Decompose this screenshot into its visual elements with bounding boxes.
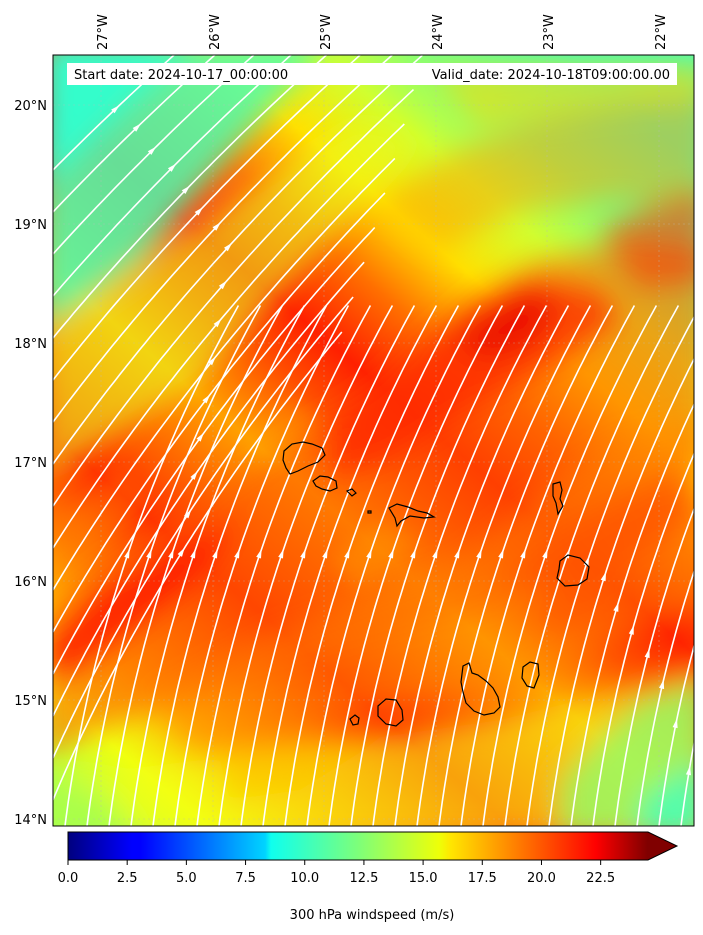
lat-label: 18°N <box>14 337 47 352</box>
streamline-arrow <box>146 548 152 559</box>
streamline-arrow <box>111 105 120 114</box>
longitude-labels: 27°W 26°W 25°W 24°W 23°W 22°W <box>96 14 669 50</box>
streamlines <box>53 55 694 826</box>
streamline-arrow <box>256 548 262 559</box>
coastlines <box>282 441 590 727</box>
colorbar-tick-label: 20.0 <box>527 871 556 886</box>
streamline-arrow <box>132 123 142 132</box>
streamline-arrow <box>190 470 198 480</box>
lat-label: 15°N <box>14 694 47 709</box>
streamline-arrow <box>659 679 665 690</box>
streamline-arrow <box>672 718 678 729</box>
island-maio <box>521 661 540 689</box>
streamline-arrow <box>476 548 482 559</box>
island-sao-vicente <box>312 475 338 492</box>
colorbar-tick-label: 10.0 <box>290 871 319 886</box>
colorbar-tick-label: 0.0 <box>58 871 79 886</box>
lon-label: 22°W <box>654 14 669 50</box>
streamline-arrow <box>366 548 372 559</box>
wind-speed-field <box>53 55 694 826</box>
streamline-arrow <box>196 432 204 442</box>
streamline-arrow <box>167 163 177 172</box>
island-sao-nicolau <box>388 503 436 528</box>
island-santa-luzia <box>345 488 357 497</box>
streamline-arrow <box>218 280 227 290</box>
lat-label: 17°N <box>14 456 47 471</box>
streamline-arrow <box>432 548 438 559</box>
island-santo-antao <box>282 441 326 475</box>
date-info-box <box>67 63 677 85</box>
lat-label: 16°N <box>14 575 47 590</box>
colorbar-tick-label: 2.5 <box>117 871 138 886</box>
start-date-label: Start date: 2024-10-17_00:00:00 <box>74 68 288 83</box>
streamline-arrow <box>322 548 328 559</box>
colorbar-tick-label: 15.0 <box>409 871 438 886</box>
streamline-arrow <box>344 548 350 559</box>
streamline-arrow <box>177 547 185 557</box>
island-boa-vista <box>556 554 590 587</box>
colorbar-tick-label: 12.5 <box>349 871 378 886</box>
colorbar-tick-label: 7.5 <box>235 871 256 886</box>
colorbar-extend-arrow <box>648 832 677 860</box>
island-sal <box>552 481 564 516</box>
lat-label: 14°N <box>14 813 47 828</box>
streamline-arrow <box>184 509 192 519</box>
streamline-arrow <box>628 625 634 635</box>
streamline-arrow <box>613 602 619 612</box>
streamline-arrow <box>644 648 650 659</box>
streamline-arrow <box>234 548 240 559</box>
streamline-arrow <box>213 318 222 328</box>
streamline-arrow <box>278 548 284 559</box>
island-branco <box>367 510 372 514</box>
streamline-arrow <box>498 548 504 559</box>
valid-date-label: Valid_date: 2024-10-18T09:00:00.00 <box>432 68 670 83</box>
lat-label: 19°N <box>14 218 47 233</box>
streamline-arrow <box>168 548 174 559</box>
colorbar-title: 300 hPa windspeed (m/s) <box>290 908 455 923</box>
streamline-arrow <box>124 548 130 559</box>
streamline-arrow <box>224 242 233 252</box>
lon-label: 24°W <box>431 14 446 50</box>
colorbar-outline <box>67 831 679 861</box>
lon-label: 27°W <box>96 14 111 50</box>
map-frame <box>52 54 695 827</box>
streamline-arrow <box>194 207 203 216</box>
streamline-arrow <box>190 548 196 559</box>
streamline-arrow <box>685 765 691 776</box>
lon-label: 26°W <box>208 14 223 50</box>
colorbar-tick-label: 5.0 <box>176 871 197 886</box>
jet-core-shading <box>53 55 694 826</box>
streamline-arrow <box>212 548 218 559</box>
colorbar-tick-label: 22.5 <box>586 871 615 886</box>
lat-label: 20°N <box>14 99 47 114</box>
lon-label: 23°W <box>542 14 557 50</box>
island-brava <box>349 714 360 726</box>
streamline-arrow <box>181 185 190 194</box>
streamline-arrow <box>388 548 394 559</box>
streamline-arrow <box>212 222 221 231</box>
streamline-arrow <box>147 146 157 155</box>
streamline-arrow <box>208 356 216 366</box>
streamline-arrow <box>410 548 416 559</box>
streamline-arrow <box>600 571 606 582</box>
streamline-arrow <box>520 548 526 559</box>
island-santiago <box>460 662 501 716</box>
lon-label: 25°W <box>319 14 334 50</box>
streamline-arrow <box>202 394 211 404</box>
colorbar-bar <box>68 832 648 860</box>
latitude-labels: 20°N 19°N 18°N 17°N 16°N 15°N 14°N <box>14 99 47 828</box>
colorbar-tick-label: 17.5 <box>468 871 497 886</box>
streamline-arrow <box>542 548 548 559</box>
streamline-arrow <box>300 548 306 559</box>
colorbar-ticks: 0.0 2.5 5.0 7.5 10.0 12.5 15.0 17.5 20.0 22.5 <box>58 860 615 886</box>
streamline-arrow <box>454 548 460 559</box>
island-fogo <box>377 698 404 727</box>
colorbar: 0.0 2.5 5.0 7.5 10.0 12.5 15.0 17.5 20.0 22.5 300… <box>58 831 679 923</box>
